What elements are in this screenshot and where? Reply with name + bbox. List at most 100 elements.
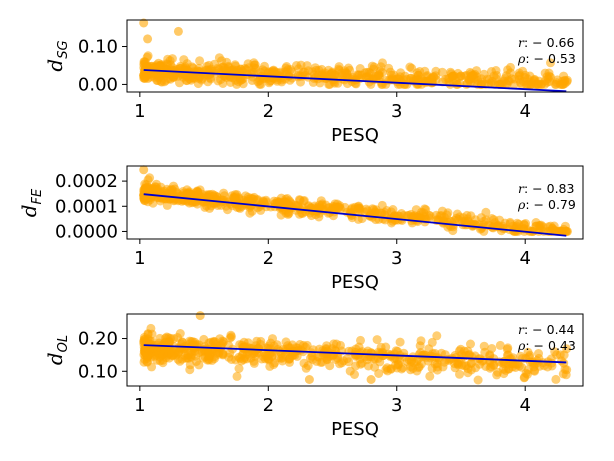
data-point — [185, 74, 195, 84]
data-point — [517, 79, 527, 89]
data-point — [333, 78, 343, 88]
data-point — [438, 362, 448, 372]
data-point — [361, 73, 371, 82]
y-axis-title-main-fe: d — [17, 204, 41, 217]
data-point — [430, 348, 440, 358]
data-point — [143, 51, 153, 61]
data-point — [516, 351, 526, 361]
data-point — [406, 73, 416, 83]
panel-fe: 1 2 3 4 0.0000 0.0001 0.0002 PESQ dFE r: − 0.… — [17, 165, 584, 293]
y-axis-title-sg: dSG — [43, 40, 71, 71]
data-point — [461, 220, 470, 230]
data-point — [218, 336, 227, 346]
data-point — [431, 210, 441, 220]
fit-line-fe — [143, 193, 567, 237]
x-tick-label: 1 — [134, 395, 145, 416]
data-point — [432, 331, 442, 341]
x-tick-label: 3 — [391, 101, 402, 122]
data-point — [234, 364, 244, 373]
data-point — [466, 339, 475, 349]
data-point — [143, 344, 153, 354]
x-axis-title-sg: PESQ — [331, 125, 379, 146]
data-point — [461, 79, 471, 89]
panel-sg: 1 2 3 4 0.00 0.10 PESQ dSG r: − 0.66 ρ: − 0.… — [43, 18, 584, 146]
stat-spearman-fe: ρ: − 0.79 — [517, 197, 576, 212]
y-tick-label: 0.0000 — [55, 221, 118, 242]
data-point — [463, 346, 473, 356]
stat-pearson-symbol-sg: r — [518, 35, 525, 50]
data-point — [460, 71, 470, 81]
y-tick-label: 0.20 — [78, 329, 118, 350]
data-point — [378, 58, 387, 68]
data-point — [187, 62, 197, 72]
data-point-outlier — [139, 18, 149, 28]
data-point — [325, 79, 335, 89]
data-point — [182, 353, 192, 363]
data-point — [238, 79, 248, 89]
stat-pearson-ol: r: − 0.44 — [518, 322, 574, 337]
data-point — [185, 365, 195, 375]
data-point — [450, 359, 459, 369]
data-point — [194, 360, 204, 370]
x-tick-label: 2 — [263, 248, 274, 269]
data-point — [417, 74, 427, 84]
data-point — [562, 75, 572, 85]
data-point — [292, 201, 302, 210]
data-point — [514, 71, 524, 81]
data-point — [502, 79, 512, 89]
data-point — [322, 341, 332, 351]
data-point — [255, 76, 265, 86]
data-point — [337, 70, 347, 80]
y-axis-title-ol: dOL — [43, 335, 71, 365]
x-ticks-sg: 1 2 3 4 — [134, 92, 531, 122]
stat-pearson-value-fe: : − 0.83 — [524, 181, 574, 196]
data-point — [141, 186, 151, 196]
y-axis-title-sub-sg: SG — [56, 40, 71, 58]
data-point — [546, 221, 556, 231]
axes-frame-sg — [126, 19, 584, 93]
stat-spearman-value-sg: : − 0.53 — [525, 51, 575, 66]
data-point-outlier — [366, 375, 376, 384]
data-point — [455, 369, 464, 379]
stat-spearman-symbol-ol: ρ — [517, 338, 526, 353]
data-point — [521, 368, 531, 378]
data-point — [503, 343, 513, 353]
data-point — [250, 351, 260, 361]
fit-line-sg — [143, 69, 567, 93]
data-point — [162, 332, 172, 342]
data-point — [479, 226, 489, 236]
data-point — [335, 204, 345, 214]
data-point — [417, 350, 427, 360]
data-point-outlier — [173, 26, 183, 36]
data-point — [489, 360, 499, 370]
y-axis-title-main-sg: d — [43, 59, 67, 72]
data-point — [371, 205, 381, 215]
data-point — [354, 201, 364, 211]
y-axis-title-sub-ol: OL — [56, 335, 71, 352]
x-tick-label: 3 — [391, 395, 402, 416]
data-point — [406, 365, 415, 375]
x-tick-label: 1 — [134, 101, 145, 122]
data-point — [342, 354, 352, 364]
data-point — [526, 77, 536, 87]
x-tick-label: 2 — [263, 395, 274, 416]
data-point — [232, 202, 242, 212]
fit-line-ol — [143, 344, 567, 364]
axes-frame-ol — [126, 313, 584, 387]
data-point — [223, 205, 232, 215]
y-tick-label: 0.00 — [78, 74, 118, 95]
y-axis-title-main-ol: d — [43, 352, 67, 365]
data-point — [502, 71, 511, 81]
data-point-outlier — [559, 224, 569, 234]
stat-pearson-symbol-fe: r — [518, 181, 525, 196]
data-point — [377, 68, 387, 78]
x-tick-label: 4 — [519, 248, 530, 269]
data-point — [283, 200, 293, 210]
data-point — [299, 358, 309, 368]
data-point — [446, 67, 455, 77]
data-point — [481, 215, 491, 225]
stat-pearson-fe: r: − 0.83 — [518, 181, 574, 196]
data-point — [561, 370, 571, 380]
data-point — [366, 348, 376, 358]
x-ticks-ol: 1 2 3 4 — [134, 386, 531, 416]
